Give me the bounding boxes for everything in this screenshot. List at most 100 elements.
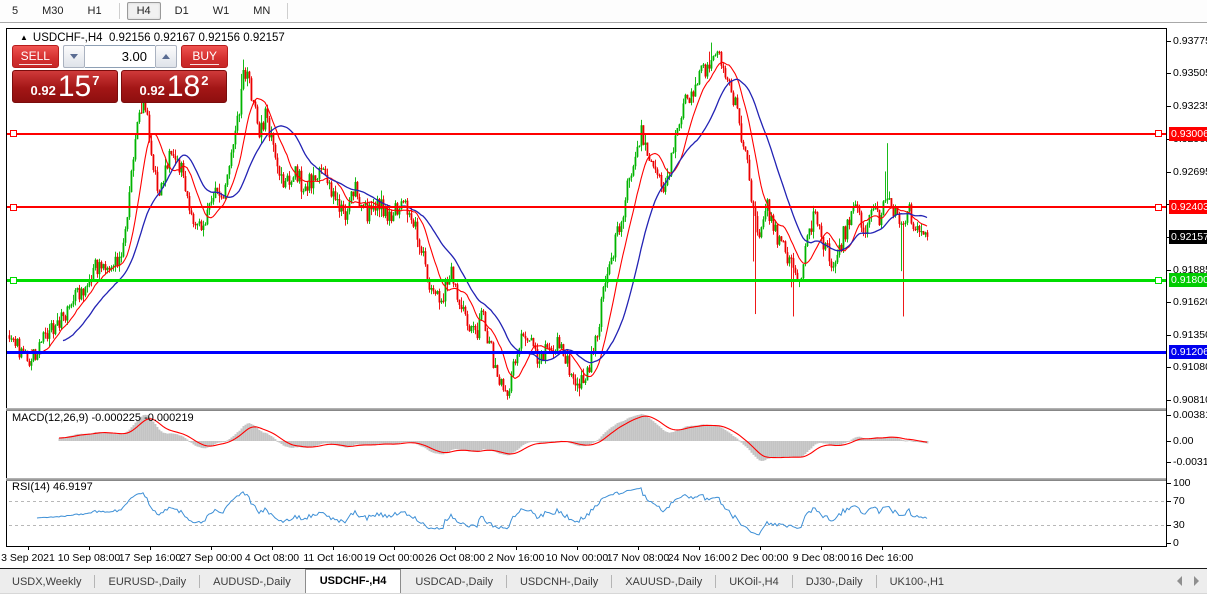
- macd-tick-mark: [1167, 415, 1171, 416]
- tab-scroll-buttons: [1177, 576, 1199, 586]
- price-tick-mark: [1167, 106, 1171, 108]
- time-tick-mark: [638, 547, 639, 550]
- time-tick-mark: [211, 547, 212, 550]
- chart-tab-dj30-daily[interactable]: DJ30-,Daily: [805, 576, 863, 588]
- horizontal-level-line-0.918[interactable]: [7, 278, 1166, 282]
- time-tick-label: 27 Sep 00:00: [179, 552, 243, 564]
- price-tick-mark: [1167, 400, 1171, 402]
- time-tick-label: 16 Dec 16:00: [850, 552, 914, 564]
- level-line-handle[interactable]: [10, 276, 17, 284]
- time-tick-mark: [699, 547, 700, 550]
- buy-price-prefix: 0.92: [139, 83, 165, 98]
- timeframe-button-m30[interactable]: M30: [42, 5, 64, 17]
- toolbar-separator: [118, 3, 120, 19]
- price-tick-mark: [1167, 171, 1171, 173]
- price-tick-mark: [1167, 40, 1171, 42]
- time-tick-label: 9 Dec 08:00: [792, 552, 850, 564]
- price-tick-label: 0.92695: [1173, 165, 1207, 178]
- level-line-handle[interactable]: [1155, 203, 1162, 211]
- chart-tab-eurusd-daily[interactable]: EURUSD-,Daily: [108, 576, 187, 588]
- price-tick-mark: [1167, 367, 1171, 369]
- horizontal-level-line-0.93006[interactable]: [7, 132, 1166, 135]
- time-axis[interactable]: 3 Sep 2021 10 Sep 08:00 17 Sep 16:00 27 Sep…: [1, 547, 1167, 568]
- sell-price-pip: 7: [92, 73, 100, 88]
- time-tick-label: 10 Sep 08:00: [57, 552, 121, 564]
- macd-tick-mark: [1167, 441, 1171, 442]
- collapse-panel-icon[interactable]: ▲: [20, 33, 28, 42]
- time-tick-mark: [882, 547, 883, 550]
- buy-button[interactable]: BUY: [181, 45, 228, 68]
- price-tick-label: 0.93775: [1173, 34, 1207, 47]
- timeframe-button-d1[interactable]: D1: [174, 5, 189, 17]
- time-tick-label: 2 Dec 00:00: [731, 552, 789, 564]
- volume-input[interactable]: [85, 45, 155, 68]
- tab-scroll-right-icon[interactable]: [1194, 576, 1199, 586]
- price-tick-label: 0.93505: [1173, 67, 1207, 80]
- price-tick-mark: [1167, 334, 1171, 336]
- time-tick-mark: [516, 547, 517, 550]
- chevron-up-icon: [162, 54, 171, 59]
- sell-price-box[interactable]: 0.92 15 7: [12, 70, 118, 103]
- time-tick-mark: [28, 547, 29, 550]
- chart-tab-ukoil-h4[interactable]: UKOil-,H4: [729, 576, 779, 588]
- time-tick-label: 17 Nov 08:00: [606, 552, 670, 564]
- tab-scroll-left-icon[interactable]: [1177, 576, 1182, 586]
- level-line-handle[interactable]: [10, 203, 17, 211]
- time-tick-label: 10 Nov 00:00: [545, 552, 609, 564]
- chart-tab-usdx-weekly[interactable]: USDX,Weekly: [12, 576, 82, 588]
- level-line-handle[interactable]: [1155, 130, 1162, 138]
- chart-frame-top: [6, 28, 1167, 29]
- time-tick-mark: [89, 547, 90, 550]
- chart-tab-uk100-h1[interactable]: UK100-,H1: [889, 576, 945, 588]
- timeframe-button-mn[interactable]: MN: [253, 5, 271, 17]
- sell-button[interactable]: SELL: [12, 45, 59, 68]
- time-tick-label: 3 Sep 2021: [1, 552, 55, 564]
- chart-tab-usdchf-h4[interactable]: USDCHF-,H4: [304, 569, 402, 593]
- timeframe-button-h1[interactable]: H1: [87, 5, 102, 17]
- price-tick-mark: [1167, 301, 1171, 303]
- chart-frame-right: [1166, 28, 1167, 568]
- chart-tab-usdcad-daily[interactable]: USDCAD-,Daily: [415, 576, 493, 588]
- volume-decrease-button[interactable]: [62, 45, 85, 68]
- horizontal-level-line-0.92403[interactable]: [7, 206, 1166, 209]
- level-line-handle[interactable]: [10, 130, 17, 138]
- tab-separator: [715, 575, 717, 588]
- price-level-badge: 0.92403: [1169, 200, 1207, 215]
- level-line-handle[interactable]: [1155, 276, 1162, 284]
- chart-tab-bar: USDX,Weekly EURUSD-,Daily AUDUSD-,Daily USD…: [0, 569, 1207, 594]
- macd-tick-label: 0.003811: [1173, 409, 1207, 421]
- timeframe-button-5[interactable]: 5: [12, 5, 19, 17]
- chevron-down-icon: [69, 54, 78, 59]
- price-tick-mark: [1167, 73, 1171, 75]
- rsi-tick-label: 100: [1173, 477, 1191, 489]
- price-level-badge: 0.92157: [1169, 229, 1207, 244]
- timeframe-toolbar: 5 M30 H1 H4 D1 W1 MN: [0, 0, 1207, 23]
- rsi-tick-mark: [1167, 543, 1171, 544]
- chart-title: ▲ USDCHF-,H4 0.92156 0.92167 0.92156 0.92…: [20, 32, 285, 44]
- sell-price-prefix: 0.92: [30, 83, 56, 98]
- time-tick-label: 4 Oct 08:00: [244, 552, 300, 564]
- chart-ohlc-values: 0.92156 0.92167 0.92156 0.92157: [108, 32, 285, 44]
- chart-tab-usdcnh-daily[interactable]: USDCNH-,Daily: [519, 576, 599, 588]
- toolbar-separator: [287, 3, 289, 19]
- chart-frame-bottom: [6, 546, 1167, 547]
- macd-tick-mark: [1167, 462, 1171, 464]
- chart-tab-xauusd-daily[interactable]: XAUUSD-,Daily: [625, 576, 703, 588]
- price-axis[interactable]: 0.937750.935050.932350.929650.926950.924…: [1167, 28, 1207, 547]
- price-tick-label: 0.93235: [1173, 100, 1207, 113]
- price-tick-label: 0.91885: [1173, 263, 1207, 276]
- price-level-badge: 0.93006: [1169, 126, 1207, 141]
- chart-tab-audusd-daily[interactable]: AUDUSD-,Daily: [213, 576, 291, 588]
- price-chart-canvas[interactable]: [7, 29, 1166, 546]
- buy-price-box[interactable]: 0.92 18 2: [121, 70, 227, 103]
- volume-increase-button[interactable]: [155, 45, 178, 68]
- timeframe-button-h4[interactable]: H4: [126, 2, 161, 20]
- rsi-tick-mark: [1167, 525, 1171, 526]
- timeframe-button-w1[interactable]: W1: [212, 5, 230, 17]
- horizontal-level-line-0.91206[interactable]: [7, 350, 1166, 354]
- tab-separator: [199, 575, 201, 588]
- time-tick-mark: [577, 547, 578, 550]
- macd-tick-label: 0.00: [1173, 435, 1194, 447]
- time-tick-label: 26 Oct 08:00: [424, 552, 486, 564]
